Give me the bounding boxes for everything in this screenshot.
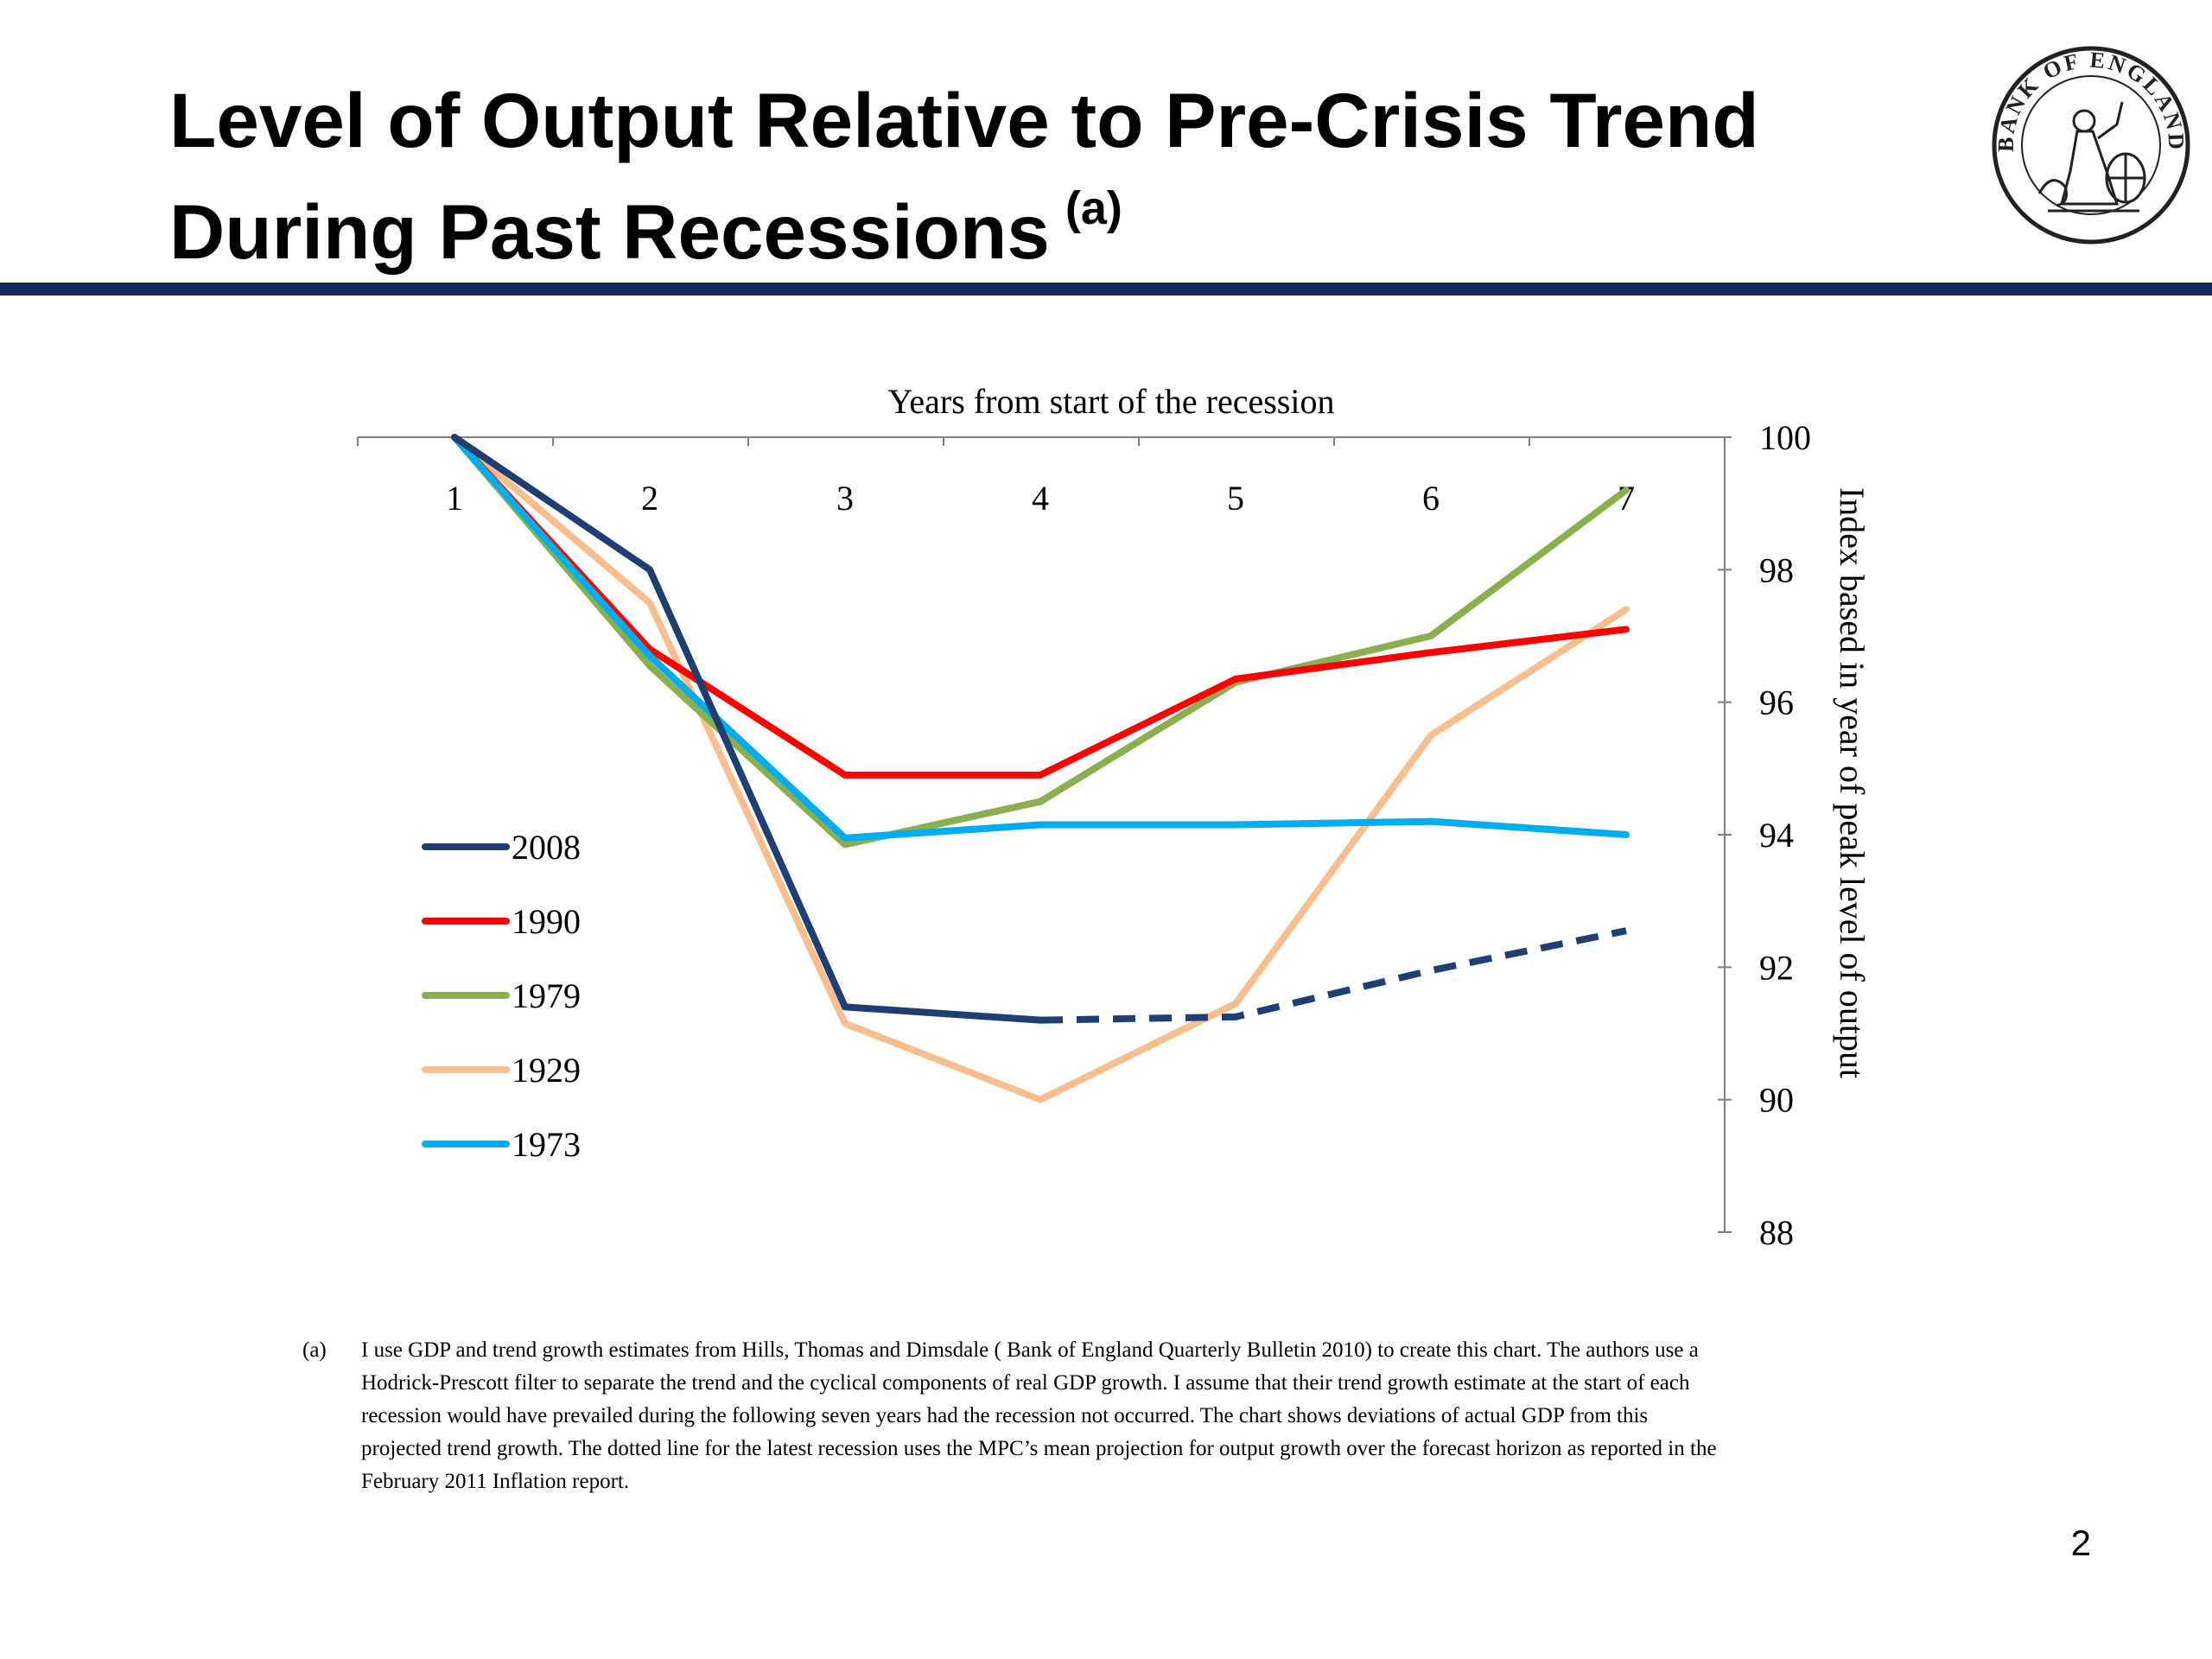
series-1929-line <box>451 434 1630 1103</box>
x-tick-label: 4 <box>1032 479 1049 518</box>
footnote-text: I use GDP and trend growth estimates fro… <box>361 1338 1717 1493</box>
series-1990-line <box>451 434 1630 779</box>
y-axis-title: Index based in year of peak level of out… <box>1833 487 1872 1078</box>
slide-title: Level of Output Relative to Pre-Crisis T… <box>169 76 1967 276</box>
y-tick-label: 98 <box>1759 550 1794 589</box>
legend-item-1973: 1973 <box>422 1125 581 1164</box>
y-tick-label: 90 <box>1759 1081 1794 1120</box>
legend-item-1929-label: 1929 <box>512 1051 581 1090</box>
series-1973-line <box>451 434 1630 842</box>
footnote-marker: (a) <box>302 1338 327 1362</box>
legend-item-1990: 1990 <box>422 902 581 941</box>
page-number: 2 <box>2070 1522 2091 1563</box>
legend-item-2008-label: 2008 <box>512 828 581 867</box>
title-footnote-marker: (a) <box>1065 182 1122 234</box>
legend: 2008 1990 1979 1929 1973 <box>422 828 581 1164</box>
x-tick-label: 5 <box>1227 479 1244 518</box>
x-tick-label: 7 <box>1618 479 1635 518</box>
footnote: (a) I use GDP and trend growth estimates… <box>302 1334 1719 1498</box>
legend-item-1990-label: 1990 <box>512 902 581 941</box>
x-tick-label: 2 <box>641 479 658 518</box>
x-tick-label: 1 <box>446 479 463 518</box>
series-2008-projection-line <box>1039 927 1627 1024</box>
x-axis-title: Years from start of the recession <box>888 382 1335 421</box>
y-tick-label: 92 <box>1759 948 1794 987</box>
series-1979-line <box>451 434 1630 849</box>
y-tick-label: 88 <box>1759 1213 1794 1252</box>
header-rule <box>0 283 2212 296</box>
y-tick-label: 100 <box>1759 418 1811 457</box>
slide-title-text: Level of Output Relative to Pre-Crisis T… <box>169 77 1759 275</box>
x-tick-label: 6 <box>1422 479 1440 518</box>
series-lines <box>451 434 1630 1103</box>
legend-item-1973-label: 1973 <box>512 1125 581 1164</box>
legend-item-1979: 1979 <box>422 976 581 1015</box>
bank-of-england-seal: BANK OF ENGLAND <box>1992 46 2190 245</box>
y-axis: 88 90 92 94 96 98 100 <box>1718 418 1811 1252</box>
legend-item-2008: 2008 <box>422 828 581 867</box>
y-tick-label: 94 <box>1759 816 1794 855</box>
x-tick-label: 3 <box>836 479 854 518</box>
x-axis: 1 2 3 4 5 6 7 <box>357 436 1726 518</box>
y-tick-label: 96 <box>1759 683 1794 722</box>
legend-item-1929: 1929 <box>422 1051 581 1090</box>
legend-item-1979-label: 1979 <box>512 976 581 1015</box>
britannia-seal-icon <box>2037 101 2146 213</box>
series-2008-line <box>451 434 1044 1024</box>
recession-output-chart: 1 2 3 4 5 6 7 88 90 92 94 96 98 100 Years from start… <box>357 382 1872 1252</box>
